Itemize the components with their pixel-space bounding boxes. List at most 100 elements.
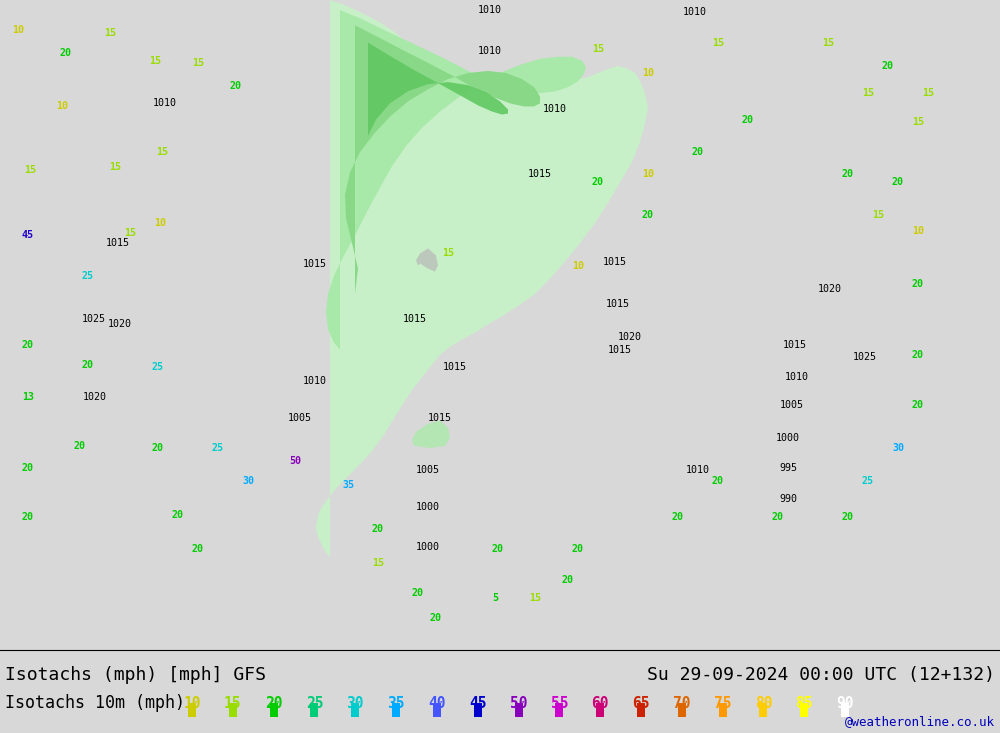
Text: 5: 5 xyxy=(492,593,498,603)
Bar xyxy=(596,703,604,717)
Text: 15: 15 xyxy=(124,228,136,238)
Text: 1020: 1020 xyxy=(618,331,642,342)
Bar xyxy=(637,703,645,717)
Text: Isotachs (mph) [mph] GFS: Isotachs (mph) [mph] GFS xyxy=(5,666,266,684)
Text: 15: 15 xyxy=(872,210,884,220)
Text: 1015: 1015 xyxy=(428,413,452,423)
Text: 25: 25 xyxy=(82,270,94,281)
Text: 30: 30 xyxy=(892,443,904,453)
Text: 15: 15 xyxy=(922,88,934,98)
Text: 55: 55 xyxy=(551,696,568,711)
Text: 20: 20 xyxy=(912,350,924,360)
Text: 10: 10 xyxy=(642,169,654,180)
Text: 20: 20 xyxy=(22,339,34,350)
Text: 1015: 1015 xyxy=(403,314,427,324)
Text: 20: 20 xyxy=(492,545,504,554)
Text: 1010: 1010 xyxy=(153,98,177,108)
Text: 1020: 1020 xyxy=(108,320,132,329)
Text: @weatheronline.co.uk: @weatheronline.co.uk xyxy=(845,715,995,728)
Text: 20: 20 xyxy=(842,512,854,522)
Text: 20: 20 xyxy=(59,48,71,58)
Text: 20: 20 xyxy=(642,210,654,220)
Text: 995: 995 xyxy=(779,463,797,474)
Text: 30: 30 xyxy=(347,696,364,711)
Text: 15: 15 xyxy=(912,117,924,127)
Text: 20: 20 xyxy=(74,441,86,451)
Text: 15: 15 xyxy=(24,165,36,175)
Text: 20: 20 xyxy=(892,177,904,188)
Text: 75: 75 xyxy=(714,696,731,711)
Bar xyxy=(800,703,808,717)
Text: 15: 15 xyxy=(529,593,541,603)
Text: 20: 20 xyxy=(912,400,924,410)
Text: 10: 10 xyxy=(572,260,584,270)
Bar xyxy=(841,703,849,717)
Text: 10: 10 xyxy=(642,68,654,78)
Text: 20: 20 xyxy=(842,169,854,180)
Text: 1010: 1010 xyxy=(543,105,567,114)
Text: 1005: 1005 xyxy=(288,413,312,423)
Text: 1000: 1000 xyxy=(416,502,440,512)
Text: 70: 70 xyxy=(673,696,690,711)
Text: 10: 10 xyxy=(56,101,68,111)
Polygon shape xyxy=(345,26,540,294)
Text: 85: 85 xyxy=(795,696,813,711)
Text: 1015: 1015 xyxy=(443,362,467,372)
Text: 20: 20 xyxy=(192,545,204,554)
Text: 15: 15 xyxy=(224,696,242,711)
Text: 15: 15 xyxy=(442,248,454,259)
Text: 20: 20 xyxy=(229,81,241,91)
Text: Su 29-09-2024 00:00 UTC (12+132): Su 29-09-2024 00:00 UTC (12+132) xyxy=(647,666,995,684)
Text: 20: 20 xyxy=(772,512,784,522)
Text: 1015: 1015 xyxy=(603,257,627,267)
Text: 1010: 1010 xyxy=(303,376,327,386)
Text: 20: 20 xyxy=(572,545,584,554)
Bar xyxy=(474,703,482,717)
Text: 15: 15 xyxy=(104,29,116,38)
Text: 20: 20 xyxy=(22,463,34,474)
Text: 1015: 1015 xyxy=(783,339,807,350)
Text: 65: 65 xyxy=(632,696,650,711)
Text: 20: 20 xyxy=(82,360,94,370)
Bar xyxy=(392,703,400,717)
Text: 1010: 1010 xyxy=(478,45,502,56)
Text: 20: 20 xyxy=(562,575,574,585)
Polygon shape xyxy=(326,10,586,350)
Text: 1025: 1025 xyxy=(82,314,106,324)
Text: 35: 35 xyxy=(342,479,354,490)
Text: 15: 15 xyxy=(372,558,384,567)
Text: 15: 15 xyxy=(109,162,121,172)
Text: 20: 20 xyxy=(742,114,754,125)
Text: 13: 13 xyxy=(22,392,34,402)
Text: 80: 80 xyxy=(755,696,772,711)
Polygon shape xyxy=(368,43,508,136)
Text: 1010: 1010 xyxy=(478,5,502,15)
Bar xyxy=(270,703,278,717)
Text: 1010: 1010 xyxy=(683,7,707,17)
Text: 30: 30 xyxy=(242,476,254,487)
Text: 20: 20 xyxy=(172,510,184,520)
Text: 1010: 1010 xyxy=(785,372,809,382)
Text: 1025: 1025 xyxy=(853,352,877,362)
Text: 15: 15 xyxy=(592,44,604,54)
Text: 1015: 1015 xyxy=(608,345,632,355)
Bar xyxy=(678,703,686,717)
Bar xyxy=(555,703,563,717)
Bar xyxy=(514,703,522,717)
Text: 1015: 1015 xyxy=(106,238,130,248)
Text: 10: 10 xyxy=(912,226,924,236)
Text: 1000: 1000 xyxy=(776,433,800,443)
Text: Isotachs 10m (mph): Isotachs 10m (mph) xyxy=(5,694,185,712)
Text: 10: 10 xyxy=(154,218,166,228)
Text: 15: 15 xyxy=(156,147,168,157)
Text: 20: 20 xyxy=(265,696,282,711)
Text: 20: 20 xyxy=(372,524,384,534)
Bar xyxy=(229,703,237,717)
Polygon shape xyxy=(412,421,450,448)
Text: 20: 20 xyxy=(712,476,724,487)
Text: 60: 60 xyxy=(591,696,609,711)
Text: 10: 10 xyxy=(183,696,201,711)
Text: 15: 15 xyxy=(862,88,874,98)
Text: 1015: 1015 xyxy=(528,169,552,180)
Text: 1015: 1015 xyxy=(303,259,327,268)
